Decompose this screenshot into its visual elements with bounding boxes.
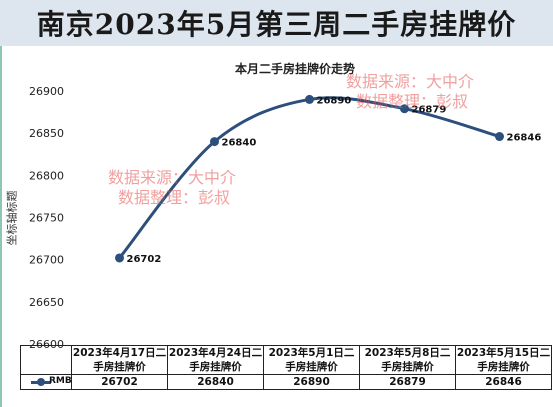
value-cell-2: 26890 — [263, 374, 360, 390]
chart-title: 本月二手房挂牌价走势 — [234, 62, 355, 76]
data-label-0: 26702 — [127, 254, 162, 265]
legend-series-name: RMB — [49, 376, 72, 386]
data-table-value-row: RMB 26702 26840 26890 26879 26846 — [20, 374, 552, 390]
legend-key: RMB — [20, 374, 72, 390]
data-point-4 — [495, 132, 504, 142]
watermark-2-line2: 数据整理：彭叔 — [356, 92, 469, 111]
category-header-1: 2023年4月24日二手房挂牌价 — [167, 345, 264, 375]
watermark-1-line2: 数据整理：彭叔 — [118, 188, 231, 207]
value-cell-1: 26840 — [167, 374, 264, 390]
page-title: 南京2023年5月第三周二手房挂牌价 — [36, 8, 517, 41]
watermark-1: 数据来源：大中介 数据整理：彭叔 — [108, 168, 236, 208]
watermark-2-line1: 数据来源：大中介 — [346, 72, 475, 91]
data-point-0 — [115, 253, 124, 263]
watermark-2: 数据来源：大中介 数据整理：彭叔 — [346, 72, 474, 112]
category-header-3: 2023年5月8日二手房挂牌价 — [359, 345, 456, 375]
watermark-1-line1: 数据来源：大中介 — [108, 168, 237, 187]
y-tick-label-4: 26800 — [29, 169, 64, 182]
series-line-0 — [118, 96, 500, 259]
y-tick-label-5: 26850 — [29, 127, 64, 140]
data-label-2: 26890 — [317, 95, 352, 106]
y-tick-label-2: 26700 — [29, 254, 64, 267]
data-point-2 — [305, 94, 314, 104]
value-cell-0: 26702 — [71, 374, 168, 390]
data-table-corner — [20, 345, 72, 375]
value-cell-3: 26879 — [359, 374, 456, 390]
y-tick-label-3: 26750 — [29, 212, 64, 225]
category-header-4: 2023年5月15日二手房挂牌价 — [455, 345, 552, 375]
data-table: 2023年4月17日二手房挂牌价 2023年4月24日二手房挂牌价 2023年5… — [20, 345, 552, 390]
value-cell-4: 26846 — [455, 374, 552, 390]
y-tick-label-6: 26900 — [29, 85, 64, 98]
legend-marker-icon — [37, 378, 45, 386]
title-banner: 南京2023年5月第三周二手房挂牌价 — [0, 0, 553, 46]
y-tick-label-1: 26650 — [29, 296, 64, 309]
data-point-3 — [400, 104, 409, 114]
category-header-2: 2023年5月1日二手房挂牌价 — [263, 345, 360, 375]
data-label-3: 26879 — [412, 105, 447, 116]
data-label-1: 26840 — [222, 138, 257, 149]
data-label-4: 26846 — [507, 133, 542, 144]
chart-area — [0, 46, 553, 407]
data-table-header-row: 2023年4月17日二手房挂牌价 2023年4月24日二手房挂牌价 2023年5… — [20, 345, 552, 375]
data-point-1 — [210, 137, 219, 147]
category-header-0: 2023年4月17日二手房挂牌价 — [71, 345, 168, 375]
